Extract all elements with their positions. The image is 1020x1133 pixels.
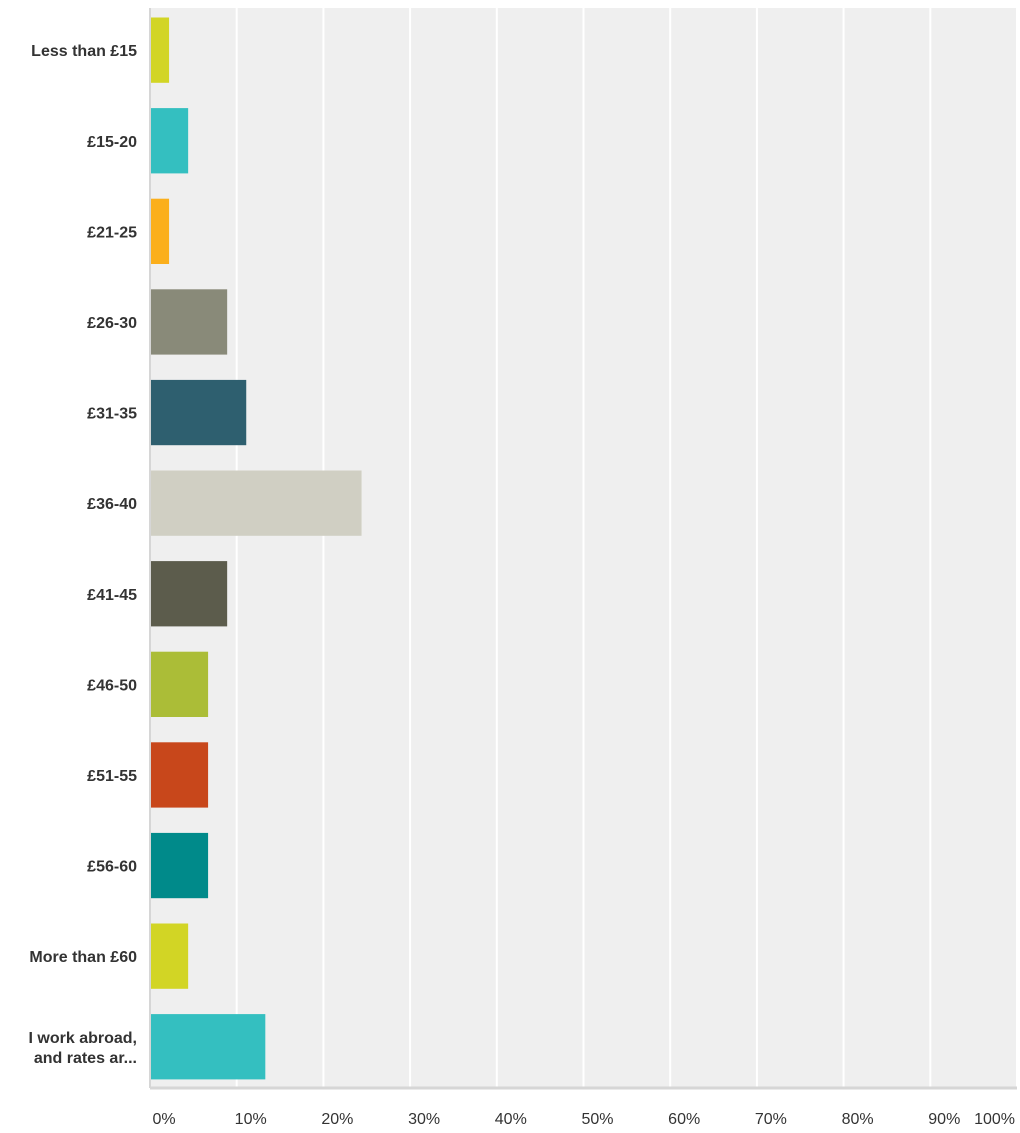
- category-label: £56-60: [87, 859, 137, 876]
- bar: [151, 832, 209, 899]
- x-tick-label: 0%: [152, 1111, 175, 1128]
- bar: [151, 470, 362, 536]
- category-label: Less than £15: [31, 43, 137, 60]
- x-tick-label: 40%: [495, 1111, 527, 1128]
- category-label: £51-55: [87, 768, 137, 785]
- bar: [151, 742, 209, 808]
- category-label: More than £60: [29, 949, 137, 966]
- bar: [151, 108, 189, 174]
- category-label: £15-20: [87, 134, 137, 151]
- x-tick-label: 80%: [842, 1111, 874, 1128]
- x-tick-label: 70%: [755, 1111, 787, 1128]
- bar: [151, 17, 170, 83]
- x-tick-label: 60%: [668, 1111, 700, 1128]
- category-label: £41-45: [87, 587, 137, 604]
- bar: [151, 379, 247, 446]
- category-label: and rates ar...: [34, 1050, 137, 1067]
- bar: [151, 561, 228, 627]
- x-tick-label: 50%: [581, 1111, 613, 1128]
- bar: [151, 651, 209, 717]
- category-label: £31-35: [87, 406, 137, 423]
- gridlines: [149, 8, 1018, 1088]
- bar: [151, 923, 189, 989]
- category-label: £46-50: [87, 677, 137, 694]
- x-tick-label: 90%: [928, 1111, 960, 1128]
- category-label: £36-40: [87, 496, 137, 513]
- x-tick-labels: 0% 10% 20% 30% 40% 50% 60% 70% 80% 90% 100%: [152, 1111, 1015, 1128]
- bars: [151, 17, 362, 1080]
- x-tick-label: 30%: [408, 1111, 440, 1128]
- category-label: £21-25: [87, 224, 137, 241]
- bar: [151, 1014, 266, 1080]
- bar: [151, 289, 228, 355]
- x-tick-label: 10%: [235, 1111, 267, 1128]
- category-label: I work abroad,: [29, 1030, 137, 1047]
- x-tick-label: 20%: [321, 1111, 353, 1128]
- category-label: £26-30: [87, 315, 137, 332]
- x-tick-label: 100%: [974, 1111, 1015, 1128]
- category-labels: Less than £15 £15-20 £21-25 £26-30 £31-35 £36…: [29, 43, 138, 1067]
- bar: [151, 198, 170, 264]
